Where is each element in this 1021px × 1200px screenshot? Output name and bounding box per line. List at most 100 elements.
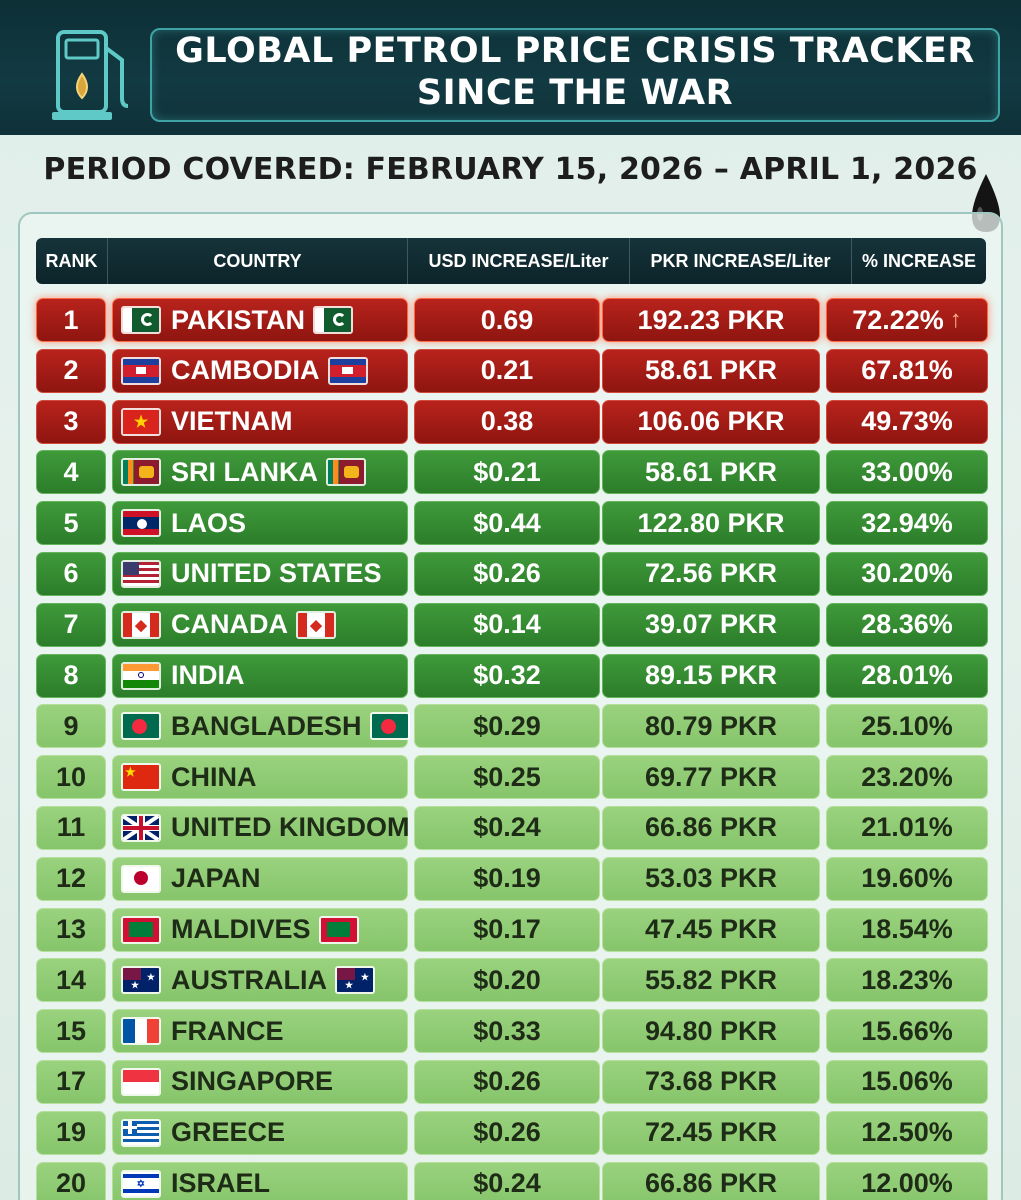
pct-cell: 32.94% (826, 501, 988, 545)
greece-flag-icon (121, 1119, 161, 1147)
country-cell: LAOS (112, 501, 408, 545)
usd-cell: 0.69 (414, 298, 600, 342)
pkr-cell: 58.61 PKR (602, 349, 820, 393)
pct-value: 15.66% (861, 1016, 953, 1047)
country-cell: UNITED STATES (112, 552, 408, 596)
pct-cell: 18.54% (826, 908, 988, 952)
table-row: 4 SRI LANKA $0.21 58.61 PKR 33.00% (36, 448, 988, 499)
usd-cell: $0.33 (414, 1009, 600, 1053)
pct-cell: 19.60% (826, 857, 988, 901)
pkr-cell: 192.23 PKR (602, 298, 820, 342)
pkr-cell: 58.61 PKR (602, 450, 820, 494)
bangladesh-flag-icon (121, 712, 161, 740)
pct-cell: 21.01% (826, 806, 988, 850)
country-name: SRI LANKA (171, 457, 318, 488)
table-header: RANK COUNTRY USD INCREASE/Liter PKR INCR… (36, 238, 986, 284)
country-cell: BANGLADESH (112, 704, 408, 748)
country-name: BANGLADESH (171, 711, 362, 742)
pkr-cell: 69.77 PKR (602, 755, 820, 799)
table-row: 7 ◆ CANADA ◆ $0.14 39.07 PKR 28.36% (36, 601, 988, 652)
table-row: 8 INDIA $0.32 89.15 PKR 28.01% (36, 652, 988, 703)
pkr-cell: 72.45 PKR (602, 1111, 820, 1155)
cambodia-flag-icon (328, 357, 368, 385)
country-name: CANADA (171, 609, 288, 640)
bangladesh-flag-icon (370, 712, 410, 740)
rank-cell: 13 (36, 908, 106, 952)
usd-cell: $0.21 (414, 450, 600, 494)
pkr-cell: 94.80 PKR (602, 1009, 820, 1053)
rank-cell: 9 (36, 704, 106, 748)
pct-cell: 12.50% (826, 1111, 988, 1155)
country-cell: ★ ★ AUSTRALIA ★ ★ (112, 958, 408, 1002)
pct-cell: 25.10% (826, 704, 988, 748)
maldives-flag-icon (121, 916, 161, 944)
pkr-cell: 89.15 PKR (602, 654, 820, 698)
rank-cell: 6 (36, 552, 106, 596)
page-title: GLOBAL PETROL PRICE CRISIS TRACKER SINCE… (150, 30, 1000, 114)
pct-value: 21.01% (861, 812, 953, 843)
uk-flag-icon (121, 814, 161, 842)
pct-cell: 28.36% (826, 603, 988, 647)
rank-cell: 12 (36, 857, 106, 901)
table-row: 14 ★ ★ AUSTRALIA ★ ★ $0.20 55.82 PKR 18.23% (36, 956, 988, 1007)
table-row: 2 CAMBODIA 0.21 58.61 PKR 67.81% (36, 347, 988, 398)
srilanka-flag-icon (326, 458, 366, 486)
laos-flag-icon (121, 509, 161, 537)
pkr-cell: 53.03 PKR (602, 857, 820, 901)
table-body: 1 PAKISTAN 0.69 192.23 PKR 72.22% ↑ 2 CAMBODIA 0… (36, 296, 988, 1200)
col-pct-increase: % INCREASE (852, 238, 986, 284)
rank-cell: 15 (36, 1009, 106, 1053)
india-flag-icon (121, 662, 161, 690)
country-name: UNITED KINGDOM (171, 812, 410, 843)
country-cell: ★ VIETNAM (112, 400, 408, 444)
china-flag-icon: ★ (121, 763, 161, 791)
table-row: 3 ★ VIETNAM 0.38 106.06 PKR 49.73% (36, 398, 988, 449)
table-row: 13 MALDIVES $0.17 47.45 PKR 18.54% (36, 906, 988, 957)
col-country: COUNTRY (108, 238, 408, 284)
pkr-cell: 72.56 PKR (602, 552, 820, 596)
col-rank: RANK (36, 238, 108, 284)
country-name: GREECE (171, 1117, 285, 1148)
country-cell: UNITED KINGDOM (112, 806, 408, 850)
pkr-cell: 80.79 PKR (602, 704, 820, 748)
usd-cell: $0.44 (414, 501, 600, 545)
usd-cell: $0.20 (414, 958, 600, 1002)
pkr-cell: 47.45 PKR (602, 908, 820, 952)
table-row: 17 SINGAPORE $0.26 73.68 PKR 15.06% (36, 1058, 988, 1109)
pct-value: 30.20% (861, 558, 953, 589)
pct-value: 12.50% (861, 1117, 953, 1148)
rank-cell: 7 (36, 603, 106, 647)
country-cell: SRI LANKA (112, 450, 408, 494)
usd-cell: $0.25 (414, 755, 600, 799)
pct-value: 28.36% (861, 609, 953, 640)
table-row: 19 GREECE $0.26 72.45 PKR 12.50% (36, 1109, 988, 1160)
pct-cell: 12.00% (826, 1162, 988, 1200)
pct-value: 15.06% (861, 1066, 953, 1097)
usa-flag-icon (121, 560, 161, 588)
country-cell: PAKISTAN (112, 298, 408, 342)
country-cell: ◆ CANADA ◆ (112, 603, 408, 647)
pct-cell: 18.23% (826, 958, 988, 1002)
country-name: CHINA (171, 762, 257, 793)
pct-value: 23.20% (861, 762, 953, 793)
usd-cell: $0.17 (414, 908, 600, 952)
country-cell: INDIA (112, 654, 408, 698)
rank-cell: 4 (36, 450, 106, 494)
canada-flag-icon: ◆ (121, 611, 161, 639)
table-row: 15 FRANCE $0.33 94.80 PKR 15.66% (36, 1007, 988, 1058)
usd-cell: $0.24 (414, 806, 600, 850)
pakistan-flag-icon (313, 306, 353, 334)
pct-cell: 15.06% (826, 1060, 988, 1104)
rank-cell: 11 (36, 806, 106, 850)
rank-cell: 8 (36, 654, 106, 698)
rank-cell: 10 (36, 755, 106, 799)
country-name: SINGAPORE (171, 1066, 333, 1097)
country-cell: SINGAPORE (112, 1060, 408, 1104)
pct-cell: 33.00% (826, 450, 988, 494)
fuel-pump-icon (38, 18, 148, 128)
pct-value: 18.54% (861, 914, 953, 945)
table-row: 1 PAKISTAN 0.69 192.23 PKR 72.22% ↑ (36, 296, 988, 347)
table-row: 5 LAOS $0.44 122.80 PKR 32.94% (36, 499, 988, 550)
pkr-cell: 106.06 PKR (602, 400, 820, 444)
country-cell: GREECE (112, 1111, 408, 1155)
